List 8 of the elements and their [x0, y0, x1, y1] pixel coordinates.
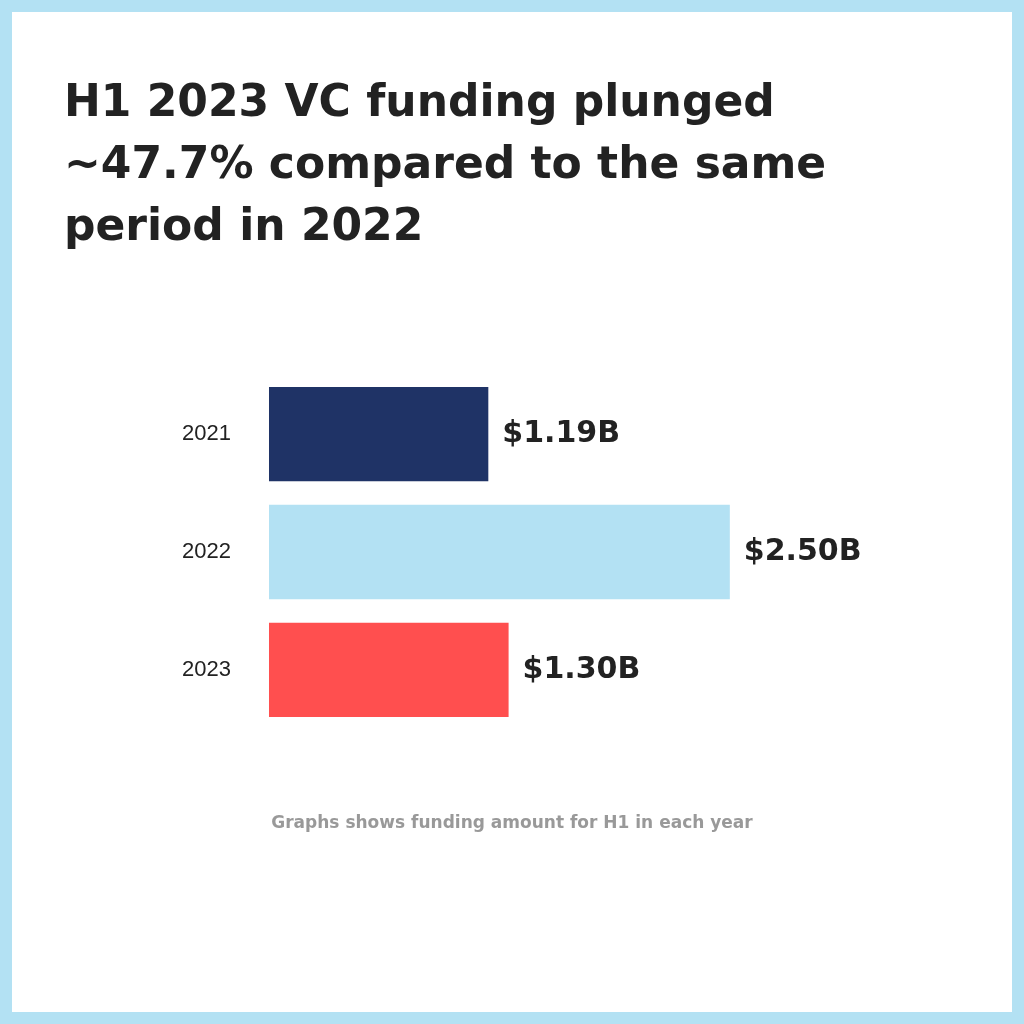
- y-tick-label: 2023: [181, 655, 231, 681]
- data-label: $1.19B: [502, 413, 621, 449]
- data-label: $1.30B: [522, 649, 641, 685]
- data-label: $2.50B: [743, 531, 862, 567]
- text: Graphs shows funding amount for H1 in each year: [270, 812, 754, 832]
- y-tick-label: 2022: [181, 538, 231, 564]
- y-tick-label: 2021: [181, 420, 231, 446]
- chart-title: H1 2023 VC funding plunged ~47.7% compared to the same period in 2022: [64, 74, 828, 252]
